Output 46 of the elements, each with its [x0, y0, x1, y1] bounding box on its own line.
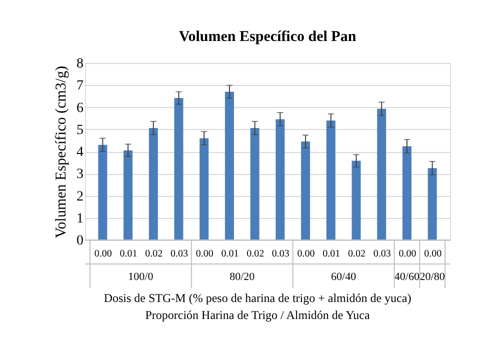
y-tick-label: 2 [76, 189, 84, 204]
y-tick-label: 5 [76, 122, 84, 138]
bar [402, 146, 412, 240]
x-tick-label: 0.02 [348, 248, 366, 260]
text: 60/40 [331, 271, 357, 283]
y-tick-label: 8 [76, 56, 84, 72]
x-tick-label: 0.03 [170, 248, 188, 260]
y-tick-label: 3 [76, 167, 84, 182]
x-tick-label: 0.00 [196, 248, 214, 260]
x-tick-label: 0.00 [398, 248, 416, 260]
x-tick-label: 0.00 [94, 248, 112, 260]
bar [352, 160, 361, 240]
bar [326, 120, 336, 240]
bar [124, 150, 133, 240]
x-tick-label: 0.01 [221, 248, 239, 260]
chart-title: Volumen Específico del Pan [178, 29, 357, 45]
x-tick-label: 0.02 [246, 248, 264, 260]
bar [200, 138, 209, 240]
bar [174, 98, 184, 240]
x-tick-label: 0.01 [322, 248, 340, 260]
x-tick-label: 0.01 [120, 248, 138, 260]
bar [250, 128, 260, 240]
text: Proporción Harina de Trigo / Almidón de Yuca [145, 308, 370, 322]
x-axis-title: Dosis de STG-M (% peso de harina de trigo + almidón de yuca) [104, 291, 412, 305]
bar [428, 168, 437, 240]
text: 100/0 [128, 271, 154, 283]
y-tick-label: 7 [76, 78, 84, 94]
x-tick-label: 0.00 [297, 248, 315, 260]
text: 20/80 [420, 271, 446, 283]
bar [276, 119, 285, 240]
bar [301, 142, 310, 240]
bar [98, 144, 108, 240]
x-tick-label: 0.02 [145, 248, 163, 260]
bar [377, 108, 386, 240]
x-tick-label: 0.03 [373, 248, 391, 260]
y-tick-label: 4 [76, 145, 84, 160]
y-axis-title: Volumen Específico (cm3/g) [54, 66, 70, 238]
x-tick-label: 0.00 [424, 248, 442, 260]
text: 40/60 [394, 271, 420, 283]
y-tick-label: 1 [76, 211, 84, 226]
text: 80/20 [230, 271, 256, 283]
bar [224, 92, 234, 240]
y-tick-label: 6 [76, 100, 84, 116]
x-tick-label: 0.03 [272, 248, 290, 260]
bar [148, 128, 158, 240]
y-tick-label: 0 [76, 234, 84, 248]
